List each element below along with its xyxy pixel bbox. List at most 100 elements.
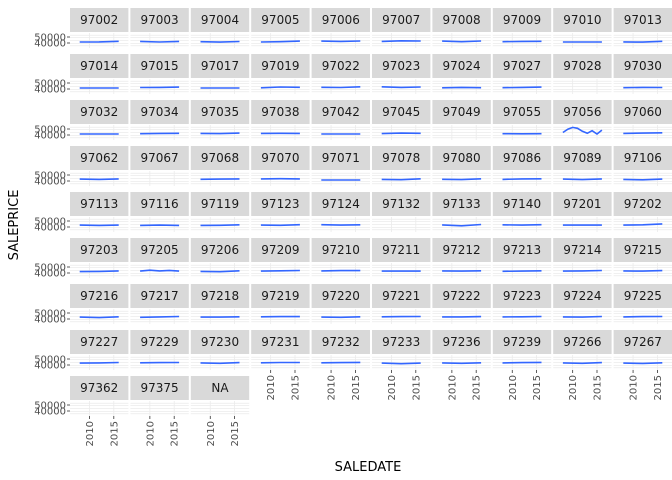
facet-panel: 97225 — [613, 284, 672, 324]
facet-strip — [190, 54, 250, 78]
facet-strip — [492, 54, 552, 78]
facet-panel: 97056 — [553, 100, 612, 140]
facet-panels: 97002 97003 97004 97005 97006 97007 97008 97009… — [70, 8, 672, 416]
facet-strip — [311, 146, 370, 170]
facet-strip — [613, 8, 672, 32]
facet-panel: 97080 — [432, 146, 491, 186]
facet-panel: 97027 — [492, 54, 552, 94]
facet-strip — [613, 330, 672, 354]
facet-strip — [251, 8, 310, 32]
y-tick-label: 50000 — [34, 263, 66, 274]
series-line — [502, 86, 542, 89]
facet-panel: 97231 — [251, 330, 310, 370]
facet-strip — [372, 238, 431, 262]
y-tick-label: 50000 — [34, 125, 66, 136]
facet-strip — [251, 192, 310, 216]
facet-strip — [432, 100, 491, 124]
facet-strip-label: 97045 — [382, 105, 420, 119]
facet-strip-label: 97013 — [624, 13, 662, 27]
series-line — [381, 39, 421, 43]
facet-strip-label: 97220 — [322, 289, 360, 303]
series-line — [381, 86, 421, 89]
facet-strip-label: 97225 — [624, 289, 662, 303]
facet-strip — [553, 100, 612, 124]
facet-panel: 97219 — [251, 284, 310, 324]
facet-strip-label: 97042 — [322, 105, 360, 119]
series-line — [442, 223, 482, 227]
series-line — [79, 40, 119, 43]
facet-panel: 97023 — [372, 54, 431, 94]
facet-panel: 97035 — [190, 100, 250, 140]
facet-panel: 97206 — [190, 238, 250, 278]
facet-strip — [553, 146, 612, 170]
facet-panel: 97132 — [372, 192, 431, 232]
facet-strip — [190, 100, 250, 124]
series-line — [562, 126, 603, 135]
facet-strip — [190, 8, 250, 32]
facet-panel: 97038 — [251, 100, 310, 140]
facet-strip-label: 97123 — [261, 197, 299, 211]
facet-panel: 97113 — [70, 192, 129, 232]
series-line — [623, 178, 663, 181]
facet-strip-label: 97224 — [563, 289, 601, 303]
facet-panel: 97201 — [553, 192, 612, 232]
facet-panel: 97010 — [553, 8, 612, 48]
facet-strip — [70, 284, 129, 308]
x-tick-label: 2015 — [291, 375, 302, 400]
facet-strip-label: 97003 — [141, 13, 179, 27]
facet-strip-label: 97229 — [141, 335, 179, 349]
facet-panel: 97209 — [251, 238, 310, 278]
facet-strip-label: 97132 — [382, 197, 420, 211]
facet-strip-label: 97067 — [141, 151, 179, 165]
series-line — [562, 269, 602, 272]
facet-strip-label: 97211 — [382, 243, 420, 257]
facet-panel: 97106 — [613, 146, 672, 186]
facet-panel: 97014 — [70, 54, 129, 94]
facet-strip-label: 97233 — [382, 335, 420, 349]
facet-panel: 97119 — [190, 192, 250, 232]
series-line — [562, 315, 602, 318]
x-tick-label: 2010 — [629, 375, 640, 400]
facet-strip-label: 97223 — [503, 289, 541, 303]
facet-strip-label: 97266 — [563, 335, 601, 349]
facet-strip-label: 97019 — [261, 59, 299, 73]
facet-panel: 97375 — [130, 376, 189, 416]
facet-strip — [553, 284, 612, 308]
series-line — [140, 315, 180, 319]
facet-panel: 97213 — [492, 238, 552, 278]
facet-strip-label: 97205 — [141, 243, 179, 257]
facet-strip — [70, 192, 129, 216]
facet-panel: 97218 — [190, 284, 250, 324]
facet-panel: 97006 — [311, 8, 370, 48]
facet-strip — [130, 146, 189, 170]
y-tick-label: 40000 — [34, 177, 66, 188]
facet-strip — [613, 146, 672, 170]
x-tick-label: 2010 — [206, 421, 217, 446]
facet-strip — [613, 238, 672, 262]
facet-strip-label: 97038 — [261, 105, 299, 119]
y-tick-label: 40000 — [34, 131, 66, 142]
facet-strip — [130, 238, 189, 262]
facet-panel: 97123 — [251, 192, 310, 232]
facet-strip-label: 97362 — [80, 381, 118, 395]
series-line — [200, 270, 240, 273]
facet-strip-label: 97215 — [624, 243, 662, 257]
y-tick-label: 50000 — [34, 401, 66, 412]
facet-strip-label: 97004 — [201, 13, 239, 27]
facet-strip — [311, 330, 370, 354]
facet-strip — [432, 238, 491, 262]
x-tick-label: 2015 — [230, 421, 241, 446]
series-line — [562, 178, 602, 181]
facet-strip-label: 97006 — [322, 13, 360, 27]
facet-strip-label: 97119 — [201, 197, 239, 211]
facet-panel: 97007 — [372, 8, 431, 48]
facet-strip — [492, 100, 552, 124]
facet-panel: 97022 — [311, 54, 370, 94]
facet-panel: 97055 — [492, 100, 552, 140]
facet-strip-label: 97206 — [201, 243, 239, 257]
facet-panel: 97019 — [251, 54, 310, 94]
facet-panel: 97229 — [130, 330, 189, 370]
facet-strip-label: 97005 — [261, 13, 299, 27]
x-tick-label: 2010 — [387, 375, 398, 400]
series-line — [381, 132, 421, 135]
